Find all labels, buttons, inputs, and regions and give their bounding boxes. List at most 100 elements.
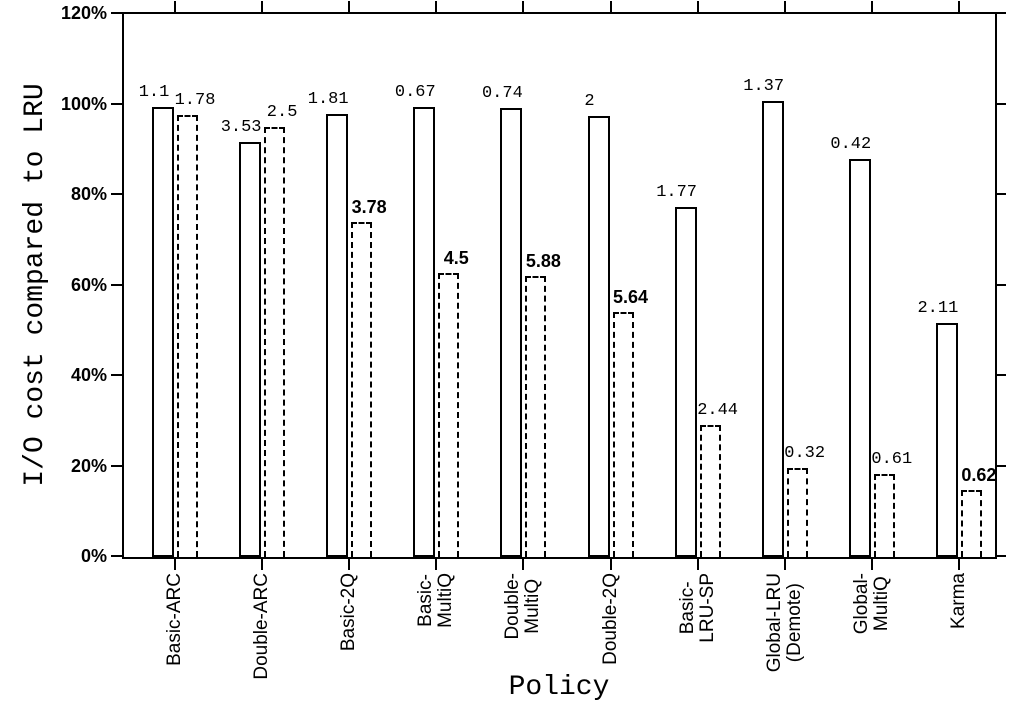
category-label: Basic- MultiQ [415,573,457,628]
dashed-bar-label: 0.32 [784,444,826,463]
solid-bar-label: 2.11 [917,299,959,318]
solid-bar-label: 0.74 [481,84,523,103]
dashed-bar [960,490,982,557]
category-label-line: Double-ARC [251,573,273,680]
solid-bar-label: 0.42 [830,135,872,154]
dashed-bar-label: 0.61 [871,450,913,469]
y-tick-label: 120% [60,3,107,23]
category-label: Basic-ARC [164,573,185,666]
dashed-bar [438,273,460,557]
category-tick-bottom [435,559,438,570]
y-tick-label: 20% [70,455,107,476]
category-tick-bottom [174,559,176,570]
dashed-bar-label: 2.44 [697,401,738,420]
category-label-line: LRU-SP [696,573,718,643]
category-label: Karma [947,573,969,629]
y-tick-label: 80% [70,184,107,204]
solid-bar-label: 1.81 [307,90,349,109]
solid-bar [761,101,784,557]
y-tick-left [111,12,122,14]
dashed-bar-label: 1.78 [174,91,216,110]
y-tick-left [111,102,122,105]
bar-group: 1.77 2.44 [647,14,738,557]
solid-bar [848,159,871,557]
dashed-bar [177,115,198,557]
y-tick-left [111,555,122,557]
category-tick-bottom [609,559,612,570]
dashed-bar [699,425,721,557]
category-label-line: Karma [947,573,969,629]
solid-bar-label: 1.77 [656,183,697,202]
category-label-line: (Demote) [783,583,805,663]
bar-group: 2.11 0.62 [908,14,997,557]
category-label-line: MultiQ [522,578,544,634]
category-tick-top [957,1,960,12]
category-tick-top [783,1,786,12]
y-tick-right [995,193,1006,195]
category-label-line: Basic- [676,581,698,635]
category-label-line: Double- [502,573,524,640]
category-tick-bottom [696,559,699,570]
bar-group: 1.37 0.32 [734,14,825,557]
y-tick-right [995,555,1006,557]
bar-group: 1.81 3.78 [298,14,387,557]
solid-bar-label: 1.37 [743,77,785,96]
x-axis-title: Policy [508,672,610,703]
category-tick-top [870,1,873,12]
bar-group: 2 5.64 [560,14,649,557]
y-tick-left [111,464,122,467]
category-tick-top [174,1,176,12]
y-tick-right [995,102,1006,105]
category-tick-top [348,1,351,12]
dashed-bar [525,276,547,557]
category-tick-bottom [348,559,351,570]
dashed-bar-label: 5.88 [525,251,561,271]
category-label: Double-2Q [599,573,621,665]
category-label: Global-LRU (Demote) [763,573,805,673]
solid-bar [326,114,349,557]
solid-bar-label: 3.53 [220,118,262,137]
dashed-bar-label: 4.5 [443,248,469,268]
y-tick-label: 60% [70,274,107,295]
dashed-bar [786,468,808,557]
dashed-bar [873,474,895,557]
dashed-bar [612,312,634,557]
category-label-line: MultiQ [435,573,457,628]
category-tick-bottom [783,559,786,570]
category-label: Global- MultiQ [850,573,892,635]
category-label-line: Global- [850,573,872,635]
category-label-line: MultiQ [870,576,892,632]
category-label-line: Global-LRU [763,573,785,673]
category-tick-bottom [957,559,960,570]
y-tick-right [995,12,1006,14]
category-label-line: Basic- [415,574,437,627]
category-tick-bottom [870,559,873,570]
bar-groups-container: 1.1 1.78 3.53 2.5 1.81 3.78 0.67 4.5 0.74 5.88 2 5.… [124,14,997,557]
category-label-line: Basic-2Q [338,573,360,652]
category-label: Basic- LRU-SP [676,573,718,643]
solid-bar [935,323,958,557]
solid-bar [413,107,436,557]
category-tick-bottom [261,559,264,570]
category-tick-top [609,1,612,12]
category-label: Basic-2Q [338,573,360,652]
dashed-bar-label: 3.78 [351,197,387,217]
solid-bar-label: 2 [584,92,595,111]
dashed-bar-label: 0.62 [961,465,997,485]
category-tick-top [435,1,438,12]
category-tick-bottom [522,559,525,570]
y-tick-label: 100% [60,93,107,114]
category-label-line: Double-2Q [599,573,621,665]
dashed-bar-label: 5.64 [612,287,649,307]
y-tick-label: 40% [70,365,107,385]
y-tick-left [111,374,122,376]
solid-bar [239,142,262,557]
y-tick-left [111,193,122,195]
bar-group: 3.53 2.5 [211,14,298,557]
dashed-bar [264,127,286,557]
plot-area: 1.1 1.78 3.53 2.5 1.81 3.78 0.67 4.5 0.74 5.88 2 5.… [122,12,997,559]
solid-bar [587,116,610,557]
category-tick-top [696,1,699,12]
dashed-bar-label: 2.5 [266,103,298,122]
